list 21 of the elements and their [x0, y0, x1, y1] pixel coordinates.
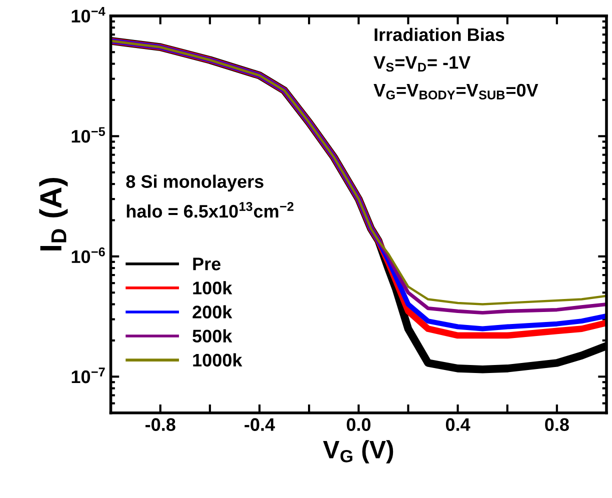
x-tick-label: -0.8: [145, 418, 176, 431]
y-tick-label: 10$^{−7}$: [72, 368, 105, 384]
legend-label: Pre: [193, 258, 221, 270]
legend-label: 200k: [192, 305, 232, 318]
x-tick-label: 0.0: [346, 418, 370, 431]
annotation: V$_{S}$=V$_{D}$= -1V: [374, 56, 471, 72]
legend-label: 1000k: [193, 353, 242, 367]
x-axis-title: V$_{G}$ (V): [323, 440, 394, 464]
x-tick-label: 0.4: [446, 418, 470, 431]
y-tick-label: 10$^{−4}$: [72, 6, 106, 22]
x-tick-label: -0.4: [244, 418, 275, 431]
y-axis-title: I$_{D}$ (A): [39, 178, 68, 250]
legend-label: 100k: [193, 281, 232, 294]
annotation: 8 Si monolayers: [126, 174, 264, 192]
annotation: halo = 6.5x10$^{13}$cm$^{−2}$: [126, 202, 294, 218]
legend-label: 500k: [192, 329, 232, 343]
y-tick-label: 10$^{−6}$: [72, 247, 105, 264]
x-tick-label: 0.8: [545, 418, 569, 431]
annotation: Irradiation Bias: [374, 28, 504, 42]
annotation: V$_{G}$=V$_{BODY}$=V$_{SUB}$=0V: [374, 84, 538, 100]
y-tick-label: 10$^{−5}$: [72, 127, 106, 143]
